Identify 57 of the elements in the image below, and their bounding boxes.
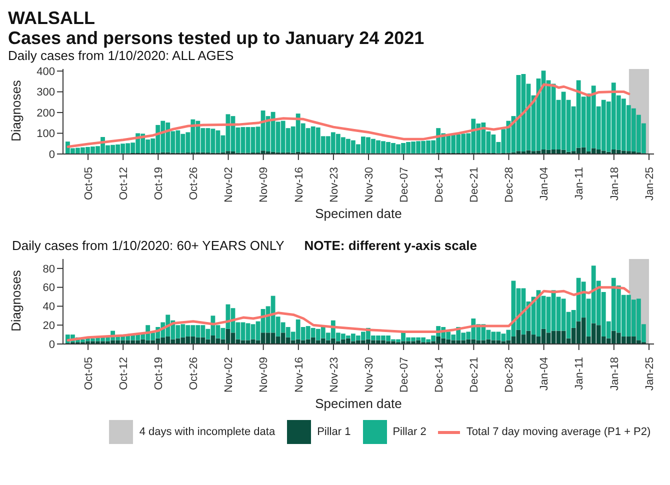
x-tick-label: Dec-07	[398, 357, 410, 392]
y-tick-label: 100	[36, 128, 55, 140]
x-tick-label: Oct-26	[188, 357, 200, 390]
x-tick-label: Oct-05	[82, 357, 95, 390]
x-tick-label: Oct-19	[153, 167, 166, 200]
x-tick-label: Dec-21	[468, 167, 481, 202]
x-tick-label: Nov-02	[223, 357, 236, 392]
chart-title: WALSALL	[8, 8, 96, 28]
chart-title: Daily cases from 1/10/2020: 60+ YEARS ONLY	[12, 238, 284, 253]
x-tick-label: Nov-09	[258, 167, 270, 202]
y-axis-title: Diagnoses	[8, 80, 24, 142]
x-tick-label: Oct-12	[118, 357, 130, 390]
x-tick-label: Dec-28	[504, 357, 516, 392]
x-tick-label: Nov-23	[328, 357, 340, 392]
x-tick-label: Jan-18	[608, 167, 621, 201]
x-tick-label: Jan-25	[644, 357, 656, 391]
x-tick-label: Oct-05	[82, 167, 95, 200]
x-axis-title: Specimen date	[315, 396, 402, 411]
x-tick-label: Nov-23	[328, 167, 340, 202]
chart-subtitle: Cases and persons tested up to January 24 2021	[8, 28, 426, 48]
x-tick-label: Jan-04	[538, 357, 551, 391]
x-tick-label: Jan-11	[574, 167, 586, 200]
x-tick-label: Dec-07	[398, 167, 410, 202]
legend-label: Pillar 2	[392, 426, 426, 438]
legend-label: Pillar 1	[317, 426, 351, 438]
x-tick-label: Nov-16	[293, 357, 306, 392]
y-tick-label: 0	[48, 148, 55, 161]
x-tick-label: Dec-28	[504, 167, 516, 202]
y-tick-label: 400	[36, 66, 55, 78]
x-tick-label: Jan-11	[574, 357, 586, 390]
y-tick-label: 60	[42, 282, 55, 294]
y-axis-title: Diagnoses	[8, 270, 24, 332]
x-tick-label: Oct-19	[153, 357, 166, 390]
x-tick-label: Nov-30	[363, 167, 376, 202]
y-tick-label: 0	[48, 338, 55, 351]
y-tick-label: 200	[36, 107, 55, 120]
text: Daily cases from 1/10/2020: ALL AGES	[8, 48, 235, 64]
x-tick-label: Jan-25	[644, 167, 656, 201]
text: NOTE: different y-axis scale	[304, 238, 477, 253]
x-tick-label: Jan-04	[538, 167, 551, 201]
x-tick-label: Dec-14	[433, 167, 446, 202]
x-tick-label: Dec-14	[433, 357, 446, 392]
x-tick-label: Nov-30	[363, 357, 376, 392]
legend-label: Total 7 day moving average (P1 + P2)	[466, 426, 651, 438]
x-tick-label: Oct-12	[118, 167, 130, 200]
legend-label: 4 days with incomplete data	[139, 426, 276, 438]
x-axis-title: Specimen date	[315, 206, 402, 221]
y-tick-label: 40	[42, 301, 55, 314]
x-tick-label: Nov-16	[293, 167, 306, 202]
x-tick-label: Dec-21	[468, 357, 481, 392]
y-tick-label: 20	[42, 320, 55, 332]
x-tick-label: Jan-18	[608, 357, 621, 391]
x-tick-label: Nov-02	[223, 167, 236, 202]
y-tick-label: 300	[36, 86, 55, 99]
y-tick-label: 80	[42, 263, 55, 276]
x-tick-label: Oct-26	[188, 167, 200, 200]
x-tick-label: Nov-09	[258, 357, 270, 392]
